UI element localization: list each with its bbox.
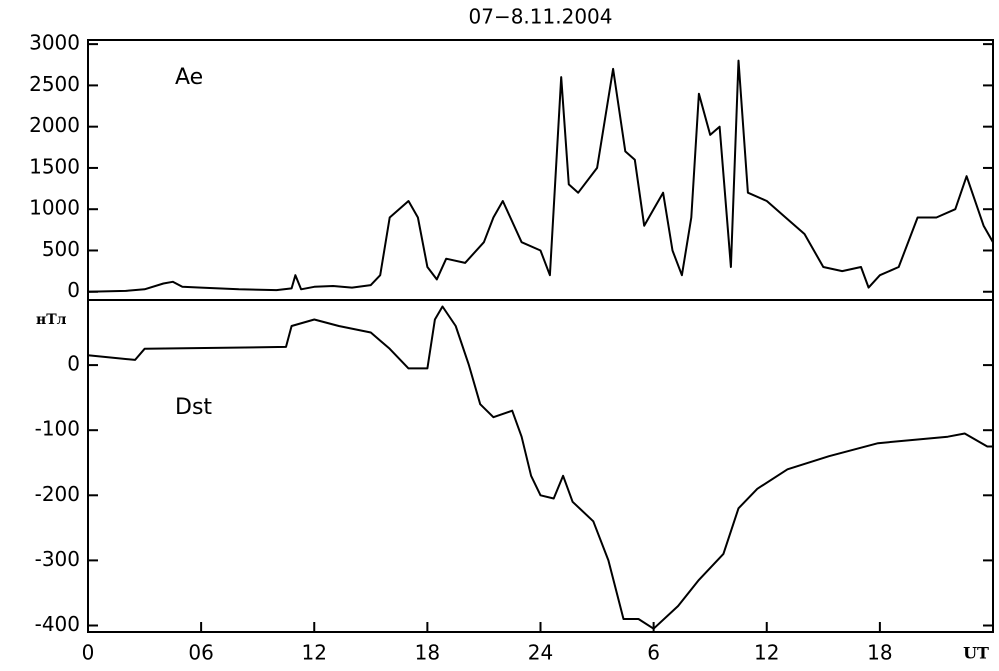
- x-tick-label: 12: [302, 641, 327, 665]
- series-label: Ae: [175, 65, 203, 90]
- y-tick-label: 0: [67, 352, 80, 376]
- y-tick-label: -100: [35, 417, 80, 441]
- y-tick-label: 0: [67, 278, 80, 302]
- y-tick-label: -300: [35, 547, 80, 571]
- x-tick-label: 06: [188, 641, 213, 665]
- y-tick-label: -400: [35, 612, 80, 636]
- x-tick-label: 18: [415, 641, 440, 665]
- x-tick-label: 0: [82, 641, 95, 665]
- y-tick-label: 2500: [29, 72, 80, 96]
- x-tick-label: 12: [754, 641, 779, 665]
- x-tick-label: 6: [647, 641, 660, 665]
- x-axis-label: UT: [963, 644, 989, 663]
- y-tick-label: 1000: [29, 196, 80, 220]
- x-tick-label: 18: [867, 641, 892, 665]
- chart-title: 07−8.11.2004: [469, 5, 613, 29]
- y-axis-label: нТл: [36, 312, 67, 328]
- data-line: [87, 305, 993, 630]
- y-tick-label: 500: [42, 237, 80, 261]
- y-tick-label: 2000: [29, 113, 80, 137]
- data-line: [87, 59, 994, 293]
- series-label: Dst: [175, 395, 212, 420]
- plot-frame: [87, 299, 994, 633]
- plot-frame: [87, 39, 994, 301]
- y-tick-label: 3000: [29, 31, 80, 55]
- y-tick-label: 1500: [29, 154, 80, 178]
- y-tick-label: -200: [35, 482, 80, 506]
- x-tick-label: 24: [528, 641, 553, 665]
